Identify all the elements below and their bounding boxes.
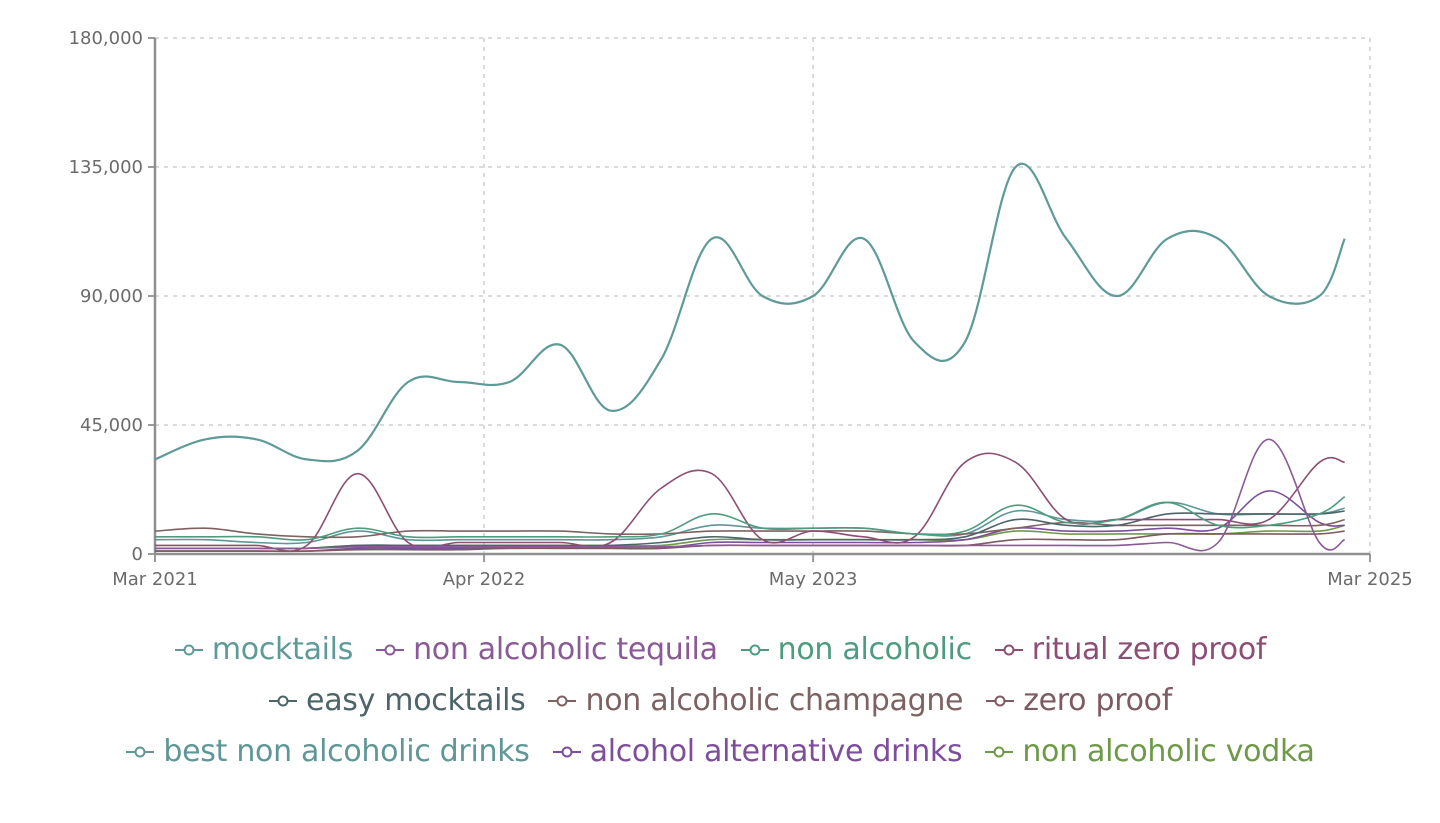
legend-item[interactable]: alcohol alternative drinks <box>552 734 963 769</box>
legend-label: non alcoholic <box>777 632 972 667</box>
legend-marker-icon <box>126 746 155 757</box>
series-line-mocktails <box>154 162 1346 463</box>
tick-labels: 0 45,000 90,000 135,000 180,000 Mar 2021 Apr 2… <box>69 28 1413 590</box>
legend-row: easy mocktails non alcoholic champagne zer… <box>0 675 1440 726</box>
legend-item[interactable]: non alcoholic tequila <box>375 632 718 667</box>
legend-item[interactable]: zero proof <box>985 683 1172 718</box>
series-line-non-alcoholic-champagne <box>154 518 1345 539</box>
legend-item[interactable]: mocktails <box>174 632 353 667</box>
series-line-non-alcoholic <box>155 496 1346 541</box>
legend-item[interactable]: easy mocktails <box>268 683 526 718</box>
x-tick-label: Apr 2022 <box>443 569 526 590</box>
x-tick-label: Mar 2025 <box>1327 569 1413 590</box>
legend-label: non alcoholic champagne <box>585 683 964 718</box>
legend-label: zero proof <box>1023 683 1172 718</box>
y-tick-label: 0 <box>132 544 143 565</box>
legend-marker-icon <box>985 746 1014 757</box>
series-line-non-alcoholic-tequila <box>155 438 1346 552</box>
legend-label: alcohol alternative drinks <box>589 734 963 769</box>
legend-label: mocktails <box>211 632 354 667</box>
line-chart: 0 45,000 90,000 135,000 180,000 Mar 2021 Apr 2… <box>69 28 1413 590</box>
legend-item[interactable]: non alcoholic <box>740 632 972 667</box>
legend-marker-icon <box>994 644 1023 655</box>
legend-marker-icon <box>376 644 405 655</box>
legend-marker-icon <box>269 695 298 706</box>
legend-item[interactable]: best non alcoholic drinks <box>125 734 530 769</box>
legend-label: best non alcoholic drinks <box>163 734 530 769</box>
series-line-ritual-zero-proof <box>155 452 1345 552</box>
legend: mocktails non alcoholic tequila non alcoho… <box>0 624 1440 777</box>
legend-marker-icon <box>548 695 577 706</box>
legend-item[interactable]: ritual zero proof <box>994 632 1266 667</box>
legend-item[interactable]: non alcoholic champagne <box>547 683 964 718</box>
legend-marker-icon <box>986 695 1015 706</box>
series-lines <box>154 162 1346 553</box>
legend-label: ritual zero proof <box>1031 632 1267 667</box>
legend-label: non alcoholic tequila <box>413 632 718 667</box>
axes <box>148 37 1371 562</box>
legend-row: best non alcoholic drinks alcohol alterna… <box>0 726 1440 777</box>
x-tick-label: May 2023 <box>769 569 858 590</box>
legend-label: non alcoholic vodka <box>1022 734 1315 769</box>
legend-item[interactable]: non alcoholic vodka <box>984 734 1315 769</box>
y-tick-label: 180,000 <box>69 28 143 49</box>
y-tick-label: 90,000 <box>80 286 143 307</box>
legend-marker-icon <box>174 644 203 655</box>
x-tick-label: Mar 2021 <box>112 569 198 590</box>
series-line-alcohol-alternative-drinks <box>155 490 1345 553</box>
legend-marker-icon <box>740 644 769 655</box>
y-tick-label: 135,000 <box>69 157 143 178</box>
legend-row: mocktails non alcoholic tequila non alcoho… <box>0 624 1440 675</box>
y-tick-label: 45,000 <box>80 415 143 436</box>
legend-marker-icon <box>552 746 581 757</box>
legend-label: easy mocktails <box>306 683 526 718</box>
